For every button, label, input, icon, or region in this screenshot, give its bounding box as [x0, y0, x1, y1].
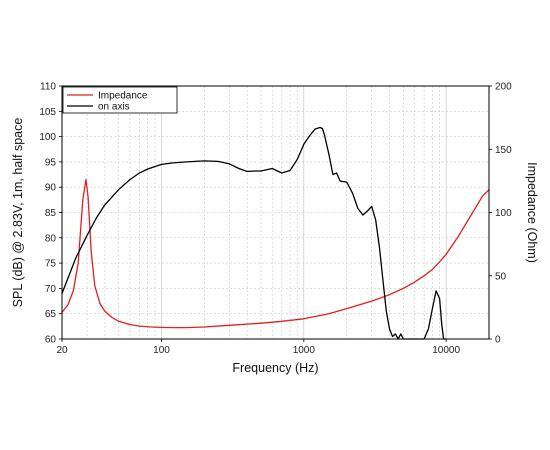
y2-tick-label: 100	[495, 208, 512, 219]
x-tick-label: 20	[56, 345, 68, 356]
y-tick-label: 65	[45, 309, 57, 320]
legend: Impedance on axis	[62, 86, 178, 114]
right-axis-ticks: 0 50 100 150 200	[489, 82, 512, 346]
y-tick-label: 75	[45, 259, 57, 270]
y-axis-label: SPL (dB) @ 2.83V, 1m, half space	[11, 118, 25, 308]
x-tick-label: 1000	[293, 345, 316, 356]
x-tick-label: 100	[153, 345, 170, 356]
y-tick-label: 95	[45, 157, 57, 168]
legend-label-on-axis: on axis	[98, 102, 130, 113]
legend-label-impedance: Impedance	[98, 91, 148, 102]
y2-tick-label: 0	[495, 335, 501, 346]
x-tick-label: 10000	[432, 345, 460, 356]
y2-tick-label: 200	[495, 82, 512, 93]
y-tick-label: 105	[39, 107, 56, 118]
series-line-on-axis	[61, 126, 447, 340]
series-layer	[61, 126, 490, 340]
y-tick-label: 85	[45, 208, 57, 219]
y-tick-label: 70	[45, 284, 57, 295]
y2-tick-label: 150	[495, 145, 512, 156]
y-tick-label: 100	[39, 132, 56, 143]
legend-box	[62, 86, 178, 114]
series-line-impedance	[61, 178, 490, 329]
grid	[61, 85, 490, 340]
y2-tick-label: 50	[495, 271, 507, 282]
y-tick-label: 90	[45, 183, 57, 194]
y-tick-label: 60	[45, 335, 57, 346]
bottom-axis-ticks: 20 100 1000 10000	[56, 339, 460, 356]
y-tick-label: 80	[45, 233, 57, 244]
y2-axis-label: Impedance (Ohm)	[525, 162, 539, 263]
y-tick-label: 110	[40, 82, 56, 93]
x-axis-label: Frequency (Hz)	[232, 361, 318, 375]
left-axis-ticks: 60 65 70 75 80 85 90 95 100 105 110	[39, 82, 62, 346]
